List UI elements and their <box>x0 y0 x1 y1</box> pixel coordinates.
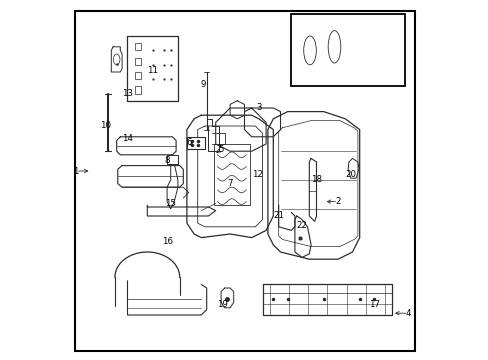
Bar <box>134 43 141 50</box>
Bar <box>186 137 204 149</box>
Text: 7: 7 <box>227 179 232 188</box>
Bar <box>134 72 141 79</box>
Text: 11: 11 <box>147 66 158 75</box>
Text: 13: 13 <box>122 89 133 98</box>
Text: 15: 15 <box>165 199 176 208</box>
Bar <box>134 86 141 94</box>
Text: 16: 16 <box>161 237 172 246</box>
Bar <box>134 58 141 65</box>
Text: 18: 18 <box>310 175 321 184</box>
Text: 6: 6 <box>185 138 191 147</box>
Bar <box>291 14 404 86</box>
Text: 4: 4 <box>405 309 410 318</box>
Bar <box>167 155 178 164</box>
Text: 17: 17 <box>368 300 379 309</box>
Text: 9: 9 <box>200 80 205 89</box>
Text: 20: 20 <box>345 170 355 179</box>
Text: 14: 14 <box>122 134 133 143</box>
Text: 8: 8 <box>164 156 169 165</box>
Text: 3: 3 <box>256 104 261 112</box>
Text: 10: 10 <box>100 122 111 130</box>
Text: 5: 5 <box>218 145 224 154</box>
Text: 22: 22 <box>296 220 307 230</box>
Text: 1: 1 <box>73 166 79 175</box>
Text: 21: 21 <box>273 211 284 220</box>
Text: 12: 12 <box>251 170 262 179</box>
Text: 19: 19 <box>217 300 228 309</box>
Text: 2: 2 <box>335 197 340 206</box>
